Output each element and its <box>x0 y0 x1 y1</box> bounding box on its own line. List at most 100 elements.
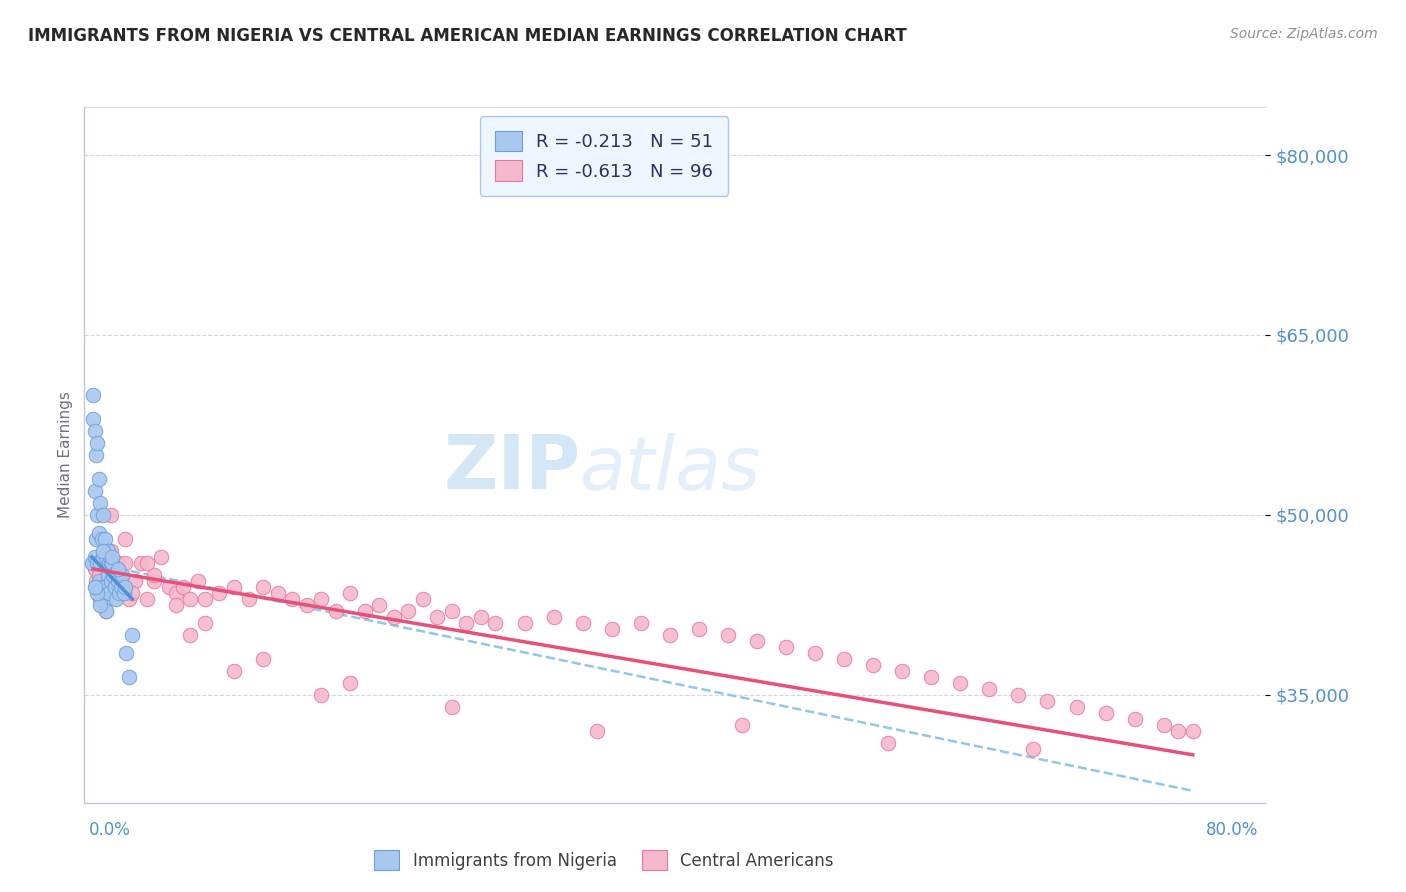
Point <box>862 657 884 672</box>
Point <box>107 574 129 588</box>
Point <box>115 646 138 660</box>
Point <box>194 615 217 630</box>
Point <box>82 412 104 426</box>
Point <box>1022 741 1045 756</box>
Point <box>876 736 898 750</box>
Point <box>949 676 972 690</box>
Point <box>83 483 105 498</box>
Point <box>412 591 434 606</box>
Point <box>107 562 129 576</box>
Point <box>100 544 122 558</box>
Text: IMMIGRANTS FROM NIGERIA VS CENTRAL AMERICAN MEDIAN EARNINGS CORRELATION CHART: IMMIGRANTS FROM NIGERIA VS CENTRAL AMERI… <box>28 27 907 45</box>
Point <box>143 567 166 582</box>
Point <box>87 567 110 582</box>
Point <box>688 622 710 636</box>
Point <box>339 676 361 690</box>
Point <box>89 591 111 606</box>
Point <box>124 574 146 588</box>
Text: 0.0%: 0.0% <box>89 821 131 838</box>
Legend: Immigrants from Nigeria, Central Americans: Immigrants from Nigeria, Central America… <box>366 842 842 878</box>
Point <box>82 556 104 570</box>
Point <box>84 580 107 594</box>
Point <box>309 688 332 702</box>
Point <box>97 567 120 582</box>
Text: atlas: atlas <box>581 433 762 505</box>
Point <box>252 652 274 666</box>
Point <box>1123 712 1146 726</box>
Point <box>1153 718 1175 732</box>
Point <box>920 670 942 684</box>
Point <box>103 567 125 582</box>
Point <box>1094 706 1116 720</box>
Point <box>89 556 111 570</box>
Point <box>86 556 108 570</box>
Point <box>281 591 304 606</box>
Point <box>630 615 652 630</box>
Point <box>157 580 180 594</box>
Point <box>135 556 157 570</box>
Text: ZIP: ZIP <box>443 433 581 506</box>
Point <box>118 591 141 606</box>
Point <box>731 718 754 732</box>
Point <box>368 598 391 612</box>
Point <box>107 574 129 588</box>
Point <box>86 436 108 450</box>
Point <box>104 580 127 594</box>
Point <box>114 580 136 594</box>
Point <box>98 586 121 600</box>
Point <box>1066 699 1088 714</box>
Point <box>84 574 107 588</box>
Point <box>172 580 194 594</box>
Point <box>114 556 136 570</box>
Point <box>91 508 114 522</box>
Point <box>104 562 127 576</box>
Point <box>238 591 260 606</box>
Point <box>83 580 105 594</box>
Point <box>90 556 112 570</box>
Point <box>101 556 124 570</box>
Point <box>513 615 536 630</box>
Point <box>187 574 209 588</box>
Point <box>353 604 375 618</box>
Point <box>94 580 117 594</box>
Point <box>84 448 107 462</box>
Point <box>543 610 565 624</box>
Point <box>222 664 245 678</box>
Point <box>84 532 107 546</box>
Point <box>129 556 152 570</box>
Point <box>118 670 141 684</box>
Point <box>165 586 187 600</box>
Point <box>94 549 117 564</box>
Point <box>87 472 110 486</box>
Point <box>94 604 117 618</box>
Point <box>1167 723 1189 738</box>
Point <box>93 532 115 546</box>
Point <box>91 544 114 558</box>
Point <box>832 652 855 666</box>
Point <box>90 580 112 594</box>
Point <box>426 610 449 624</box>
Point <box>135 591 157 606</box>
Point <box>143 574 166 588</box>
Point <box>89 586 111 600</box>
Point <box>222 580 245 594</box>
Point <box>208 586 231 600</box>
Point <box>440 604 463 618</box>
Point <box>891 664 914 678</box>
Point <box>470 610 492 624</box>
Point <box>150 549 173 564</box>
Point <box>456 615 478 630</box>
Point <box>87 525 110 540</box>
Point <box>101 580 124 594</box>
Point <box>658 628 681 642</box>
Point <box>121 628 143 642</box>
Point <box>440 699 463 714</box>
Point <box>97 567 120 582</box>
Point <box>108 586 131 600</box>
Point <box>80 556 103 570</box>
Point <box>94 604 117 618</box>
Point <box>179 591 201 606</box>
Point <box>1181 723 1204 738</box>
Point <box>325 604 347 618</box>
Point <box>100 508 122 522</box>
